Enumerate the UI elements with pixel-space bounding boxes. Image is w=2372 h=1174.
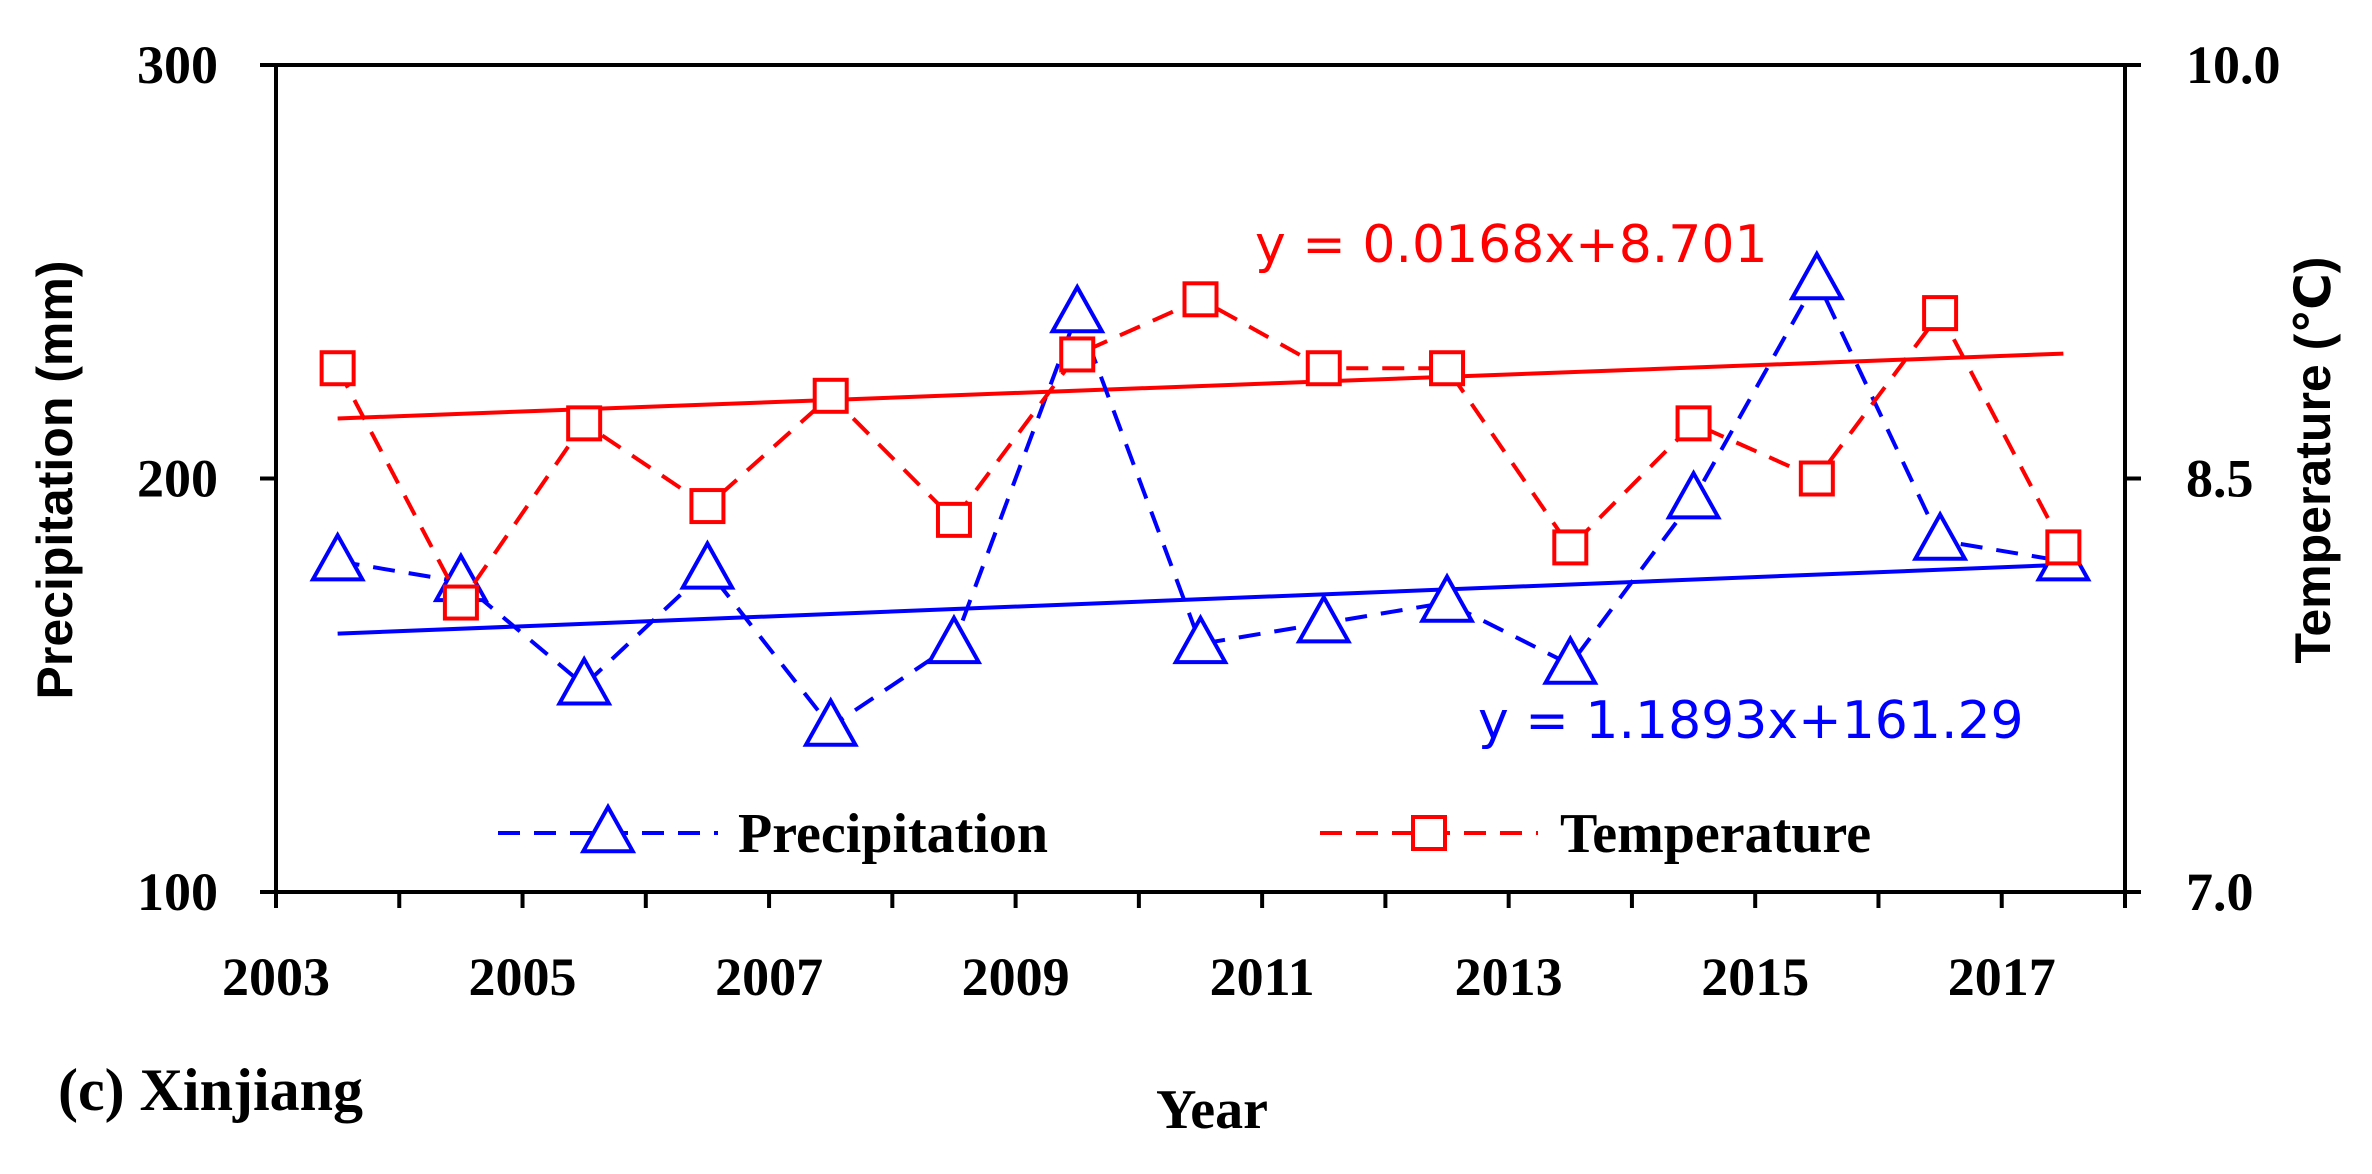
y-right-tick-label: 10.0 xyxy=(2186,35,2281,95)
y-left-tick-label: 200 xyxy=(137,449,218,509)
temperature-point xyxy=(1798,460,1835,497)
x-tick-label: 2013 xyxy=(1455,947,1563,1007)
x-axis-label: Year xyxy=(1156,1079,1268,1141)
temperature-point xyxy=(935,501,972,538)
temperature-point xyxy=(689,488,726,525)
legend-precipitation-label: Precipitation xyxy=(738,803,1048,865)
precipitation-point xyxy=(556,655,613,706)
y-left-axis-label: Precipitation (mm) xyxy=(27,261,83,700)
temperature-trend-line xyxy=(337,351,2064,421)
precipitation-point xyxy=(1172,613,1229,665)
temperature-point xyxy=(566,405,603,442)
precipitation-point xyxy=(1665,469,1722,520)
x-tick-label: 2007 xyxy=(715,947,823,1007)
chart-axes: 2003 2005 2007 2009 2011 2013 2015 2017 100 200 30… xyxy=(137,35,2281,1007)
precipitation-point xyxy=(925,613,983,665)
temperature-point xyxy=(2045,529,2082,566)
precipitation-point xyxy=(802,696,859,747)
legend-temperature-label: Temperature xyxy=(1560,803,1871,865)
legend-precipitation-marker xyxy=(579,802,637,854)
legend: Precipitation Temperature xyxy=(498,802,1871,865)
precipitation-point xyxy=(309,531,366,582)
chart-labels: Precipitation (mm) Temperature (℃) Year (c)… xyxy=(27,215,2341,1141)
temperature-point xyxy=(1552,529,1589,566)
y-right-axis-label: Temperature (℃) xyxy=(2285,257,2341,664)
y-right-tick-label: 7.0 xyxy=(2186,862,2254,922)
temperature-point xyxy=(1182,281,1219,318)
x-tick-label: 2011 xyxy=(1210,947,1315,1007)
precipitation-point xyxy=(1911,510,1969,561)
temperature-line xyxy=(335,297,2066,607)
x-tick-label: 2005 xyxy=(469,947,577,1007)
temperature-point xyxy=(1675,405,1712,442)
temperature-point xyxy=(1922,295,1959,332)
x-tick-label: 2003 xyxy=(222,947,330,1007)
temperature-point xyxy=(1429,350,1466,387)
precipitation-trend-line xyxy=(337,562,2064,636)
precipitation-line xyxy=(337,275,2064,730)
temperature-point xyxy=(319,350,356,387)
precipitation-point xyxy=(1295,593,1352,644)
precipitation-point xyxy=(679,539,736,590)
data-series xyxy=(309,249,2092,747)
precipitation-point xyxy=(1788,249,1845,301)
y-left-tick-label: 300 xyxy=(137,35,218,95)
temperature-point xyxy=(442,584,479,621)
temperature-point xyxy=(812,377,849,414)
y-right-tick-label: 8.5 xyxy=(2186,449,2254,509)
precipitation-trend-equation: y = 1.1893x+161.29 xyxy=(1478,691,2024,751)
legend-temperature-marker xyxy=(1411,815,1447,851)
x-tick-label: 2009 xyxy=(962,947,1070,1007)
y-left-tick-label: 100 xyxy=(137,862,218,922)
temperature-trend-equation: y = 0.0168x+8.701 xyxy=(1255,215,1768,275)
precipitation-point xyxy=(1542,634,1599,685)
x-tick-label: 2017 xyxy=(1948,947,2056,1007)
x-tick-label: 2015 xyxy=(1701,947,1809,1007)
trend-lines xyxy=(337,351,2064,636)
temperature-point xyxy=(1305,350,1342,387)
panel-label: (c) Xinjiang xyxy=(58,1057,363,1123)
precipitation-point xyxy=(1049,283,1106,334)
precipitation-point xyxy=(1418,572,1476,623)
temperature-point xyxy=(1059,336,1096,373)
